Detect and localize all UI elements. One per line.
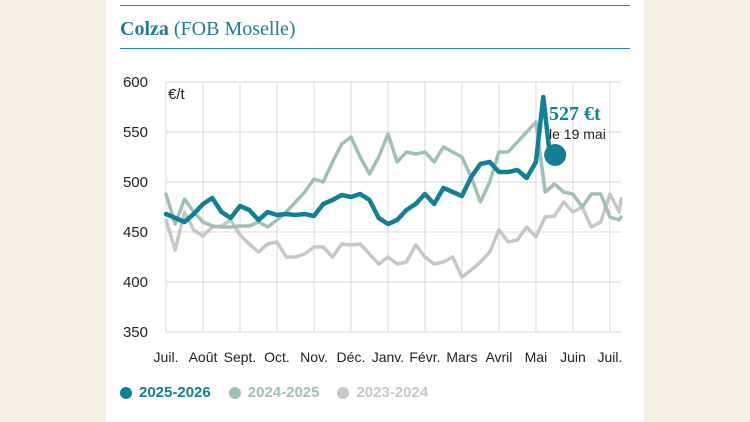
x-tick-label: Avril [485,349,512,365]
series-line-2024-2025 [164,120,623,229]
series-line-2025-2026 [163,94,558,227]
series-line-2023-2024 [164,192,623,279]
title-main: Colza [120,18,169,40]
legend-item: 2024-2025 [228,384,320,401]
annotation: 527 €tle 19 mai [544,103,606,166]
unit-label: €/t [168,86,186,103]
x-tick-label: Oct. [264,349,290,365]
legend-swatch [120,386,132,399]
x-tick-label: Nov. [300,349,328,365]
legend-item: 2023-2024 [337,384,428,401]
grid [165,81,621,333]
legend-swatch [337,386,350,399]
chart-title: Colza (FOB Moselle) [120,18,296,41]
y-tick-label: 600 [123,74,148,91]
legend-item: 2025-2026 [120,384,211,401]
x-tick-label: Juin [560,349,586,365]
title-subtitle: (FOB Moselle) [173,18,296,40]
x-tick-label: Juil. [597,349,622,365]
legend-label: 2024-2025 [247,384,320,401]
top-rule [120,5,630,6]
x-tick-label: Mai [525,349,548,365]
legend-label: 2025-2026 [139,384,211,401]
axis-labels: 350 400 450 500 550 600 Juil. Août Sept. Oct. Nov.… [123,74,622,365]
annotation-date: le 19 mai [549,126,606,142]
x-tick-label: Sept. [224,349,257,365]
legend-label: 2023-2024 [356,384,429,401]
x-tick-label: Juil. [154,349,179,365]
x-tick-label: Févr. [409,349,440,365]
x-tick-label: Mars [446,349,477,365]
y-tick-label: 500 [123,174,148,191]
legend-swatch [228,386,241,399]
title-rule [120,48,630,49]
y-tick-label: 550 [123,124,148,141]
legend: 2025-2026 2024-2025 2023-2024 [120,384,428,401]
x-tick-label: Janv. [372,349,404,365]
x-tick-label: Août [189,349,218,365]
y-tick-label: 450 [123,224,148,241]
series-lines [163,94,623,279]
annotation-value: 527 €t [549,103,601,125]
y-tick-label: 400 [123,274,148,291]
last-value-marker [544,144,567,166]
y-tick-label: 350 [123,324,148,341]
x-tick-label: Déc. [337,349,366,365]
